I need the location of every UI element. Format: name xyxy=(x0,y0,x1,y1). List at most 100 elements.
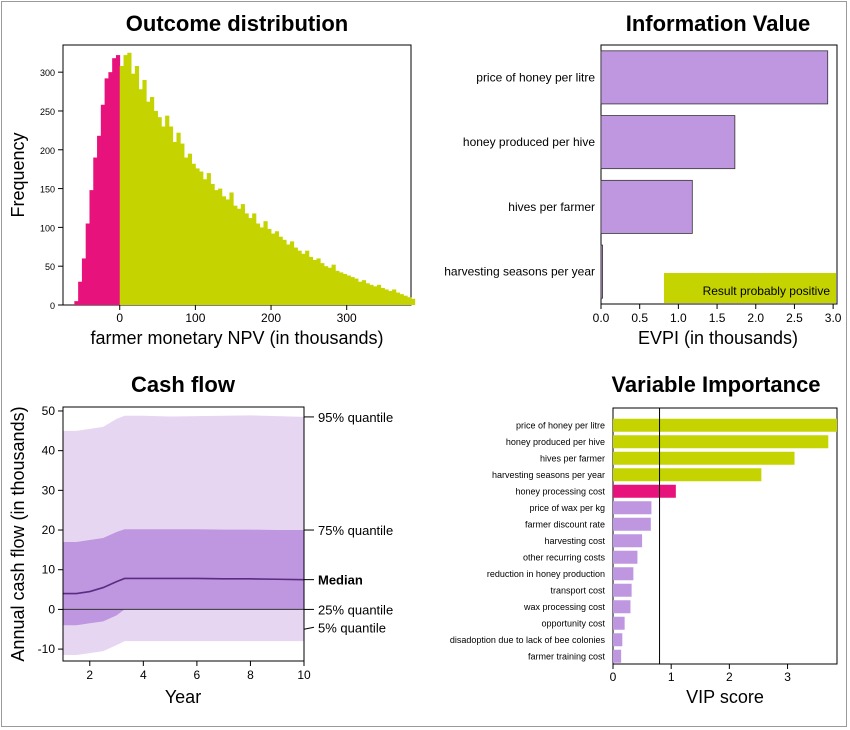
vip-title: Variable Importance xyxy=(611,372,820,397)
hist-bar xyxy=(180,143,185,305)
evpi-legend-label: Result probably positive xyxy=(703,284,831,298)
hist-bar xyxy=(297,250,302,305)
vip-category-label: price of wax per kg xyxy=(529,503,605,513)
hist-bar xyxy=(407,297,412,305)
vip-category-label: harvesting seasons per year xyxy=(492,470,605,480)
hist-bar xyxy=(142,79,147,305)
hist-xtick-label: 0 xyxy=(116,311,123,325)
cashflow-xlabel: Year xyxy=(165,687,201,707)
hist-bar xyxy=(320,263,325,305)
hist-bar xyxy=(97,135,102,305)
hist-bar xyxy=(335,270,340,305)
vip-bar xyxy=(613,435,829,449)
hist-xtick-label: 300 xyxy=(337,311,357,325)
hist-bar xyxy=(214,190,219,305)
vip-xlabel: VIP score xyxy=(686,687,764,707)
hist-bar xyxy=(127,52,132,305)
cashflow-ytick-label: 50 xyxy=(42,404,56,418)
hist-bar xyxy=(78,281,83,305)
hist-bar xyxy=(395,292,401,305)
hist-bar xyxy=(225,199,230,305)
hist-ylabel: Frequency xyxy=(8,132,28,217)
hist-bar xyxy=(157,117,162,305)
cashflow-quantile-label: 75% quantile xyxy=(318,523,393,538)
cashflow-ytick-label: 30 xyxy=(42,483,56,497)
hist-xtick-label: 200 xyxy=(261,311,281,325)
hist-bar xyxy=(89,190,94,305)
hist-bar xyxy=(271,233,276,305)
cashflow-ytick-label: 0 xyxy=(48,602,55,616)
evpi-category-label: honey produced per hive xyxy=(463,135,595,149)
evpi-bar xyxy=(600,50,829,105)
hist-bar xyxy=(104,78,109,305)
hist-bar xyxy=(282,239,287,305)
hist-bars xyxy=(74,52,416,306)
hist-ytick-label: 200 xyxy=(40,146,55,156)
hist-bar xyxy=(202,179,208,305)
hist-bar xyxy=(184,157,189,305)
cashflow-panel: Cash flow 2 4 6 8 10 -10 0 10 20 30 40 50 95% quant… xyxy=(8,372,393,707)
evpi-xtick-label: 3.0 xyxy=(825,311,842,325)
cashflow-inner-band xyxy=(63,529,304,626)
hist-bar xyxy=(153,110,158,305)
vip-bar xyxy=(613,501,652,515)
cashflow-quantile-label: Median xyxy=(318,573,363,588)
cashflow-areas xyxy=(63,415,305,656)
cashflow-xtick-label: 10 xyxy=(297,668,311,682)
hist-bar xyxy=(150,97,155,305)
vip-category-label: honey produced per hive xyxy=(506,437,605,447)
evpi-legend-box xyxy=(664,273,836,303)
evpi-xtick-label: 2.0 xyxy=(747,311,764,325)
hist-bar xyxy=(301,253,306,305)
vip-axes: 0 1 2 3 xyxy=(610,664,791,684)
hist-bar xyxy=(100,104,106,305)
hist-bar xyxy=(342,273,348,305)
hist-bar xyxy=(308,256,314,305)
hist-bar xyxy=(85,223,90,305)
hist-bar xyxy=(233,205,238,305)
vip-bar xyxy=(613,583,632,597)
hist-xlabel: farmer monetary NPV (in thousands) xyxy=(90,328,383,348)
vip-bar xyxy=(613,633,623,647)
cashflow-xtick-label: 6 xyxy=(194,668,201,682)
hist-bar xyxy=(74,301,79,305)
vip-category-label: hives per farmer xyxy=(540,453,605,463)
vip-xtick-label: 1 xyxy=(668,670,675,684)
hist-bar xyxy=(376,284,382,305)
vip-bar xyxy=(613,534,643,548)
hist-ytick-label: 150 xyxy=(40,185,55,195)
hist-bar xyxy=(399,294,404,305)
vip-bar xyxy=(613,567,634,581)
hist-bar xyxy=(206,173,211,305)
hist-bar xyxy=(365,283,370,305)
hist-bar xyxy=(161,126,166,305)
hist-bar xyxy=(252,213,257,305)
cashflow-ytick-label: -10 xyxy=(38,642,56,656)
vip-bars: price of honey per litre honey produced p… xyxy=(450,408,837,664)
cashflow-quantile-labels: 95% quantile 75% quantile Median 25% quanti… xyxy=(303,410,393,635)
cashflow-quantile-label: 25% quantile xyxy=(318,602,393,617)
hist-bar xyxy=(373,286,378,305)
evpi-bars: price of honey per litre honey produced p… xyxy=(444,50,829,299)
cashflow-xtick-label: 2 xyxy=(86,668,93,682)
vip-category-label: transport cost xyxy=(550,585,605,595)
cashflow-ytick-label: 10 xyxy=(42,563,56,577)
hist-bar xyxy=(278,236,283,305)
hist-bar xyxy=(115,55,121,305)
vip-category-label: price of honey per litre xyxy=(516,420,605,430)
evpi-bar xyxy=(600,244,603,299)
hist-bar xyxy=(361,280,367,305)
hist-panel: Outcome distribution 0 100 200 300 0 50 100 150… xyxy=(8,11,416,348)
evpi-xlabel: EVPI (in thousands) xyxy=(638,328,798,348)
evpi-title: Information Value xyxy=(626,11,811,36)
hist-bar xyxy=(339,272,344,305)
hist-bar xyxy=(199,171,204,305)
hist-bar xyxy=(187,153,193,305)
vip-panel: Variable Importance price of honey per l… xyxy=(450,372,838,707)
hist-bar xyxy=(411,298,416,305)
hist-bar xyxy=(81,258,87,305)
cashflow-plot-box xyxy=(62,406,305,662)
hist-bar xyxy=(354,278,359,305)
cashflow-axes: 2 4 6 8 10 -10 0 10 20 30 40 50 xyxy=(38,404,311,682)
hist-ytick-label: 0 xyxy=(50,301,55,311)
